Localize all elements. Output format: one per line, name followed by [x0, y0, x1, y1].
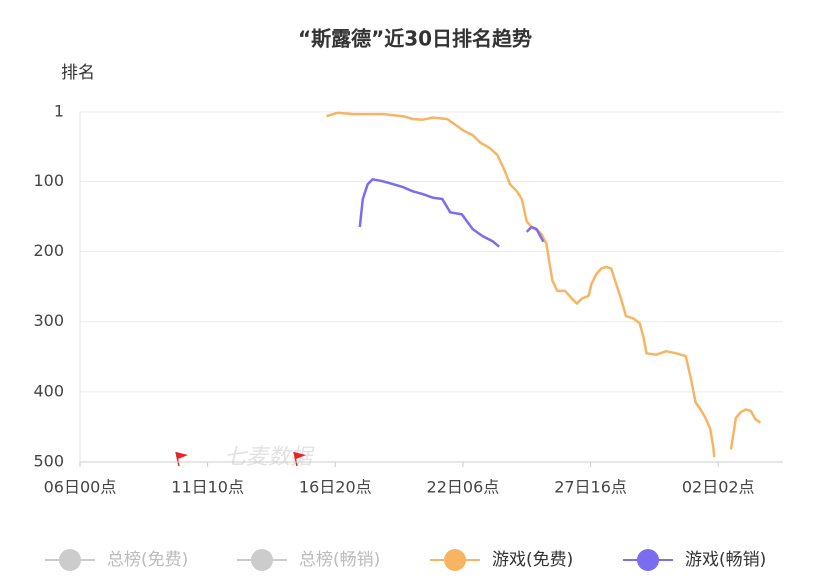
- x-tick-label: 02日02点: [682, 478, 755, 497]
- legend-marker[interactable]: [251, 549, 273, 571]
- legend-marker[interactable]: [444, 549, 466, 571]
- y-tick-label: 400: [33, 381, 64, 400]
- y-tick-label: 1: [54, 102, 64, 121]
- legend-marker[interactable]: [637, 549, 659, 571]
- x-tick-label: 16日20点: [299, 478, 372, 497]
- y-tick-label: 100: [33, 171, 64, 190]
- flag: [175, 451, 188, 467]
- series-line: [358, 178, 545, 248]
- legend-label[interactable]: 总榜(畅销): [299, 550, 380, 570]
- watermark: 七麦数据: [224, 445, 315, 470]
- series-line: [326, 111, 762, 458]
- legend-marker[interactable]: [59, 549, 81, 571]
- y-tick-label: 300: [33, 311, 64, 330]
- y-tick-label: 200: [33, 241, 64, 260]
- x-tick-label: 06日00点: [44, 478, 117, 497]
- x-tick-label: 27日16点: [554, 478, 627, 497]
- x-tick-label: 11日10点: [171, 478, 244, 497]
- y-axis-label: 排名: [61, 63, 95, 83]
- chart-title: “斯露德”近30日排名趋势: [298, 27, 532, 51]
- legend-label[interactable]: 游戏(畅销): [685, 550, 766, 570]
- x-tick-label: 22日06点: [427, 478, 500, 497]
- legend-label[interactable]: 游戏(免费): [492, 550, 573, 570]
- legend-label[interactable]: 总榜(免费): [107, 550, 188, 570]
- flag: [293, 451, 306, 467]
- y-tick-label: 500: [33, 452, 64, 471]
